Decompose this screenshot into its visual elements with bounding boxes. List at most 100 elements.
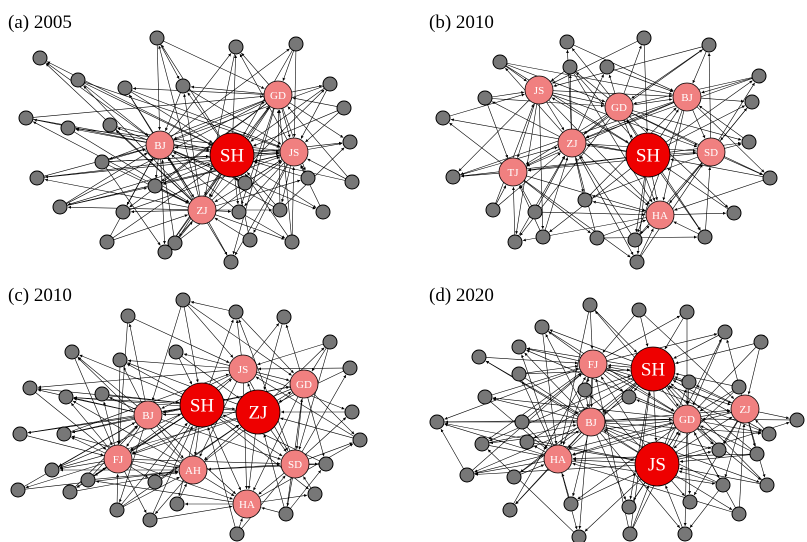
directed-edge xyxy=(665,80,753,143)
node-label-fj: FJ xyxy=(588,359,599,371)
directed-edge xyxy=(123,476,180,507)
peripheral-node xyxy=(582,297,598,313)
directed-edge xyxy=(241,52,270,85)
peripheral-node xyxy=(29,170,45,186)
panel-b-title: (b) 2010 xyxy=(429,12,494,33)
node-label-js: JS xyxy=(534,85,544,97)
directed-edge xyxy=(527,157,627,172)
network-panel-c: SH ZJ JS GD BJ FJ AH SD HA (c) 2010 xyxy=(0,272,400,542)
peripheral-node xyxy=(485,202,501,218)
directed-edge xyxy=(183,306,199,383)
directed-edge xyxy=(548,99,650,205)
peripheral-node xyxy=(167,235,183,251)
directed-edge xyxy=(263,434,285,508)
directed-edge xyxy=(117,322,128,445)
directed-edge xyxy=(673,221,699,235)
directed-edge xyxy=(169,106,271,246)
directed-edge xyxy=(280,417,354,439)
major-node-bj xyxy=(672,82,702,112)
major-node-bj xyxy=(145,130,175,160)
directed-edge xyxy=(599,432,681,529)
node-label-bj: BJ xyxy=(154,140,166,152)
directed-edge xyxy=(675,416,733,453)
directed-edge xyxy=(592,200,647,213)
directed-edge xyxy=(505,65,527,82)
directed-edge xyxy=(666,167,729,210)
directed-edge xyxy=(707,52,711,139)
major-node-fj xyxy=(103,444,133,474)
node-label-sh: SH xyxy=(641,360,666,381)
directed-edge xyxy=(440,428,464,470)
node-label-gd: GD xyxy=(270,90,286,102)
peripheral-node xyxy=(276,309,292,325)
peripheral-node xyxy=(242,232,258,248)
directed-edge xyxy=(129,466,149,479)
directed-edge xyxy=(692,51,707,84)
directed-edge xyxy=(281,108,291,138)
peripheral-node xyxy=(629,254,645,270)
directed-edge xyxy=(511,186,516,236)
major-node-bj xyxy=(576,407,606,437)
directed-edge xyxy=(552,40,638,84)
directed-edge xyxy=(73,397,135,413)
directed-edge xyxy=(134,318,230,363)
directed-edge xyxy=(234,176,240,205)
directed-edge xyxy=(693,420,739,496)
directed-edge xyxy=(673,334,719,359)
peripheral-node xyxy=(322,76,338,92)
directed-edge xyxy=(639,225,650,236)
directed-edge xyxy=(700,425,751,452)
directed-edge xyxy=(577,427,676,500)
directed-edge xyxy=(238,518,243,528)
peripheral-node xyxy=(622,526,638,542)
directed-edge xyxy=(190,85,265,94)
directed-edge xyxy=(692,338,723,406)
directed-edge xyxy=(538,156,566,206)
directed-edge xyxy=(489,377,634,442)
directed-edge xyxy=(603,219,647,236)
peripheral-node xyxy=(342,134,358,150)
directed-edge xyxy=(25,462,105,489)
peripheral-node xyxy=(342,360,358,376)
node-label-zj: ZJ xyxy=(197,205,209,217)
directed-edge xyxy=(108,148,146,161)
peripheral-node xyxy=(149,30,165,46)
peripheral-node xyxy=(435,110,451,126)
directed-edge xyxy=(126,363,183,395)
directed-edge xyxy=(109,397,136,410)
peripheral-node xyxy=(300,170,316,186)
directed-edge xyxy=(683,432,688,527)
peripheral-node xyxy=(288,36,304,52)
directed-edge xyxy=(257,343,324,366)
directed-edge xyxy=(167,156,195,198)
node-group: SH JS FJ BJ GD ZJ HA xyxy=(429,297,805,542)
directed-edge xyxy=(568,74,572,130)
major-node-ha xyxy=(232,489,262,519)
peripheral-node xyxy=(223,254,239,270)
directed-edge xyxy=(215,214,285,240)
peripheral-node xyxy=(58,389,74,405)
directed-edge xyxy=(573,72,653,203)
peripheral-node xyxy=(147,178,163,194)
directed-edge xyxy=(572,412,732,456)
directed-edge xyxy=(232,108,275,255)
directed-edge xyxy=(71,437,106,454)
node-label-fj: FJ xyxy=(113,454,124,466)
directed-edge xyxy=(204,426,242,461)
peripheral-node xyxy=(32,50,48,66)
directed-edge xyxy=(665,387,679,407)
peripheral-node xyxy=(631,302,647,318)
directed-edge xyxy=(606,333,718,361)
directed-edge xyxy=(604,426,760,483)
directed-edge xyxy=(208,174,222,197)
peripheral-node xyxy=(70,72,86,88)
directed-edge xyxy=(251,323,280,359)
directed-edge xyxy=(156,425,184,459)
node-label-gd: GD xyxy=(611,102,627,114)
peripheral-node xyxy=(759,477,775,493)
directed-edge xyxy=(748,422,756,447)
directed-edge xyxy=(282,50,294,81)
directed-edge xyxy=(181,355,240,399)
directed-edge xyxy=(71,417,135,434)
directed-edge xyxy=(173,151,274,207)
